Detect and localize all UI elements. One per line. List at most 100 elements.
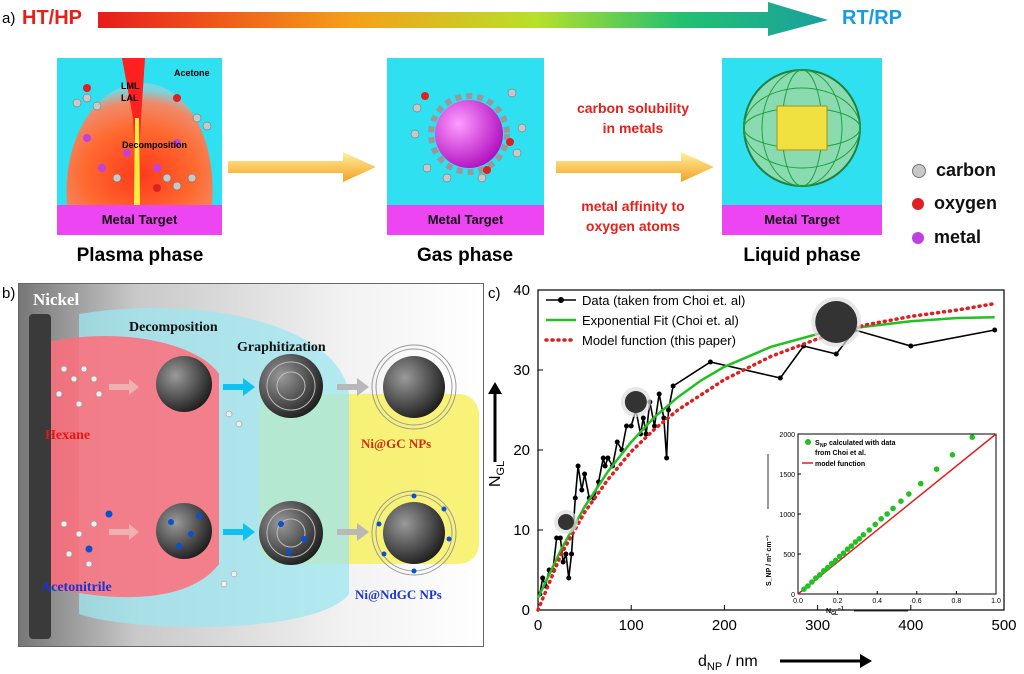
metal-target-liquid: Metal Target bbox=[722, 205, 882, 235]
y-axis-arrow-head bbox=[488, 382, 502, 394]
decomposition-step-label: Decomposition bbox=[129, 320, 218, 335]
inset-point bbox=[949, 452, 956, 458]
gas-phase-box: Metal Target bbox=[387, 58, 544, 235]
series-0-point bbox=[557, 535, 563, 541]
inset-y-tick-label-0: 0 bbox=[791, 592, 795, 599]
ngl-vs-dnp-chart: 0 100 200 300 400 500 0 10 20 30 40 dNP / nm NGL Data… bbox=[487, 282, 1017, 673]
inset-point bbox=[809, 579, 815, 585]
series-0-point bbox=[833, 351, 839, 357]
ni-gc-nps-label: Ni@GC NPs bbox=[361, 436, 432, 451]
temperature-gradient-arrow bbox=[98, 2, 828, 36]
metal-target-plasma: Metal Target bbox=[57, 205, 222, 235]
inset-x-tick-label-5: 1.0 bbox=[991, 598, 1001, 605]
y-tick-label-2: 20 bbox=[513, 442, 530, 459]
series-0-point bbox=[707, 359, 713, 365]
series-0-point bbox=[554, 535, 560, 541]
metal-affinity-note: metal affinity to oxygen atoms bbox=[548, 196, 718, 236]
legend-oxygen: oxygen bbox=[912, 193, 997, 214]
ni-ndgc-nps-label: Ni@NdGC NPs bbox=[355, 587, 442, 602]
legend-label-0: Data (taken from Choi et. al) bbox=[582, 293, 745, 308]
oxygen-dot-icon bbox=[912, 197, 924, 210]
inset-model-line bbox=[797, 433, 997, 595]
series-0-point bbox=[566, 575, 572, 581]
acetone-label: Acetone bbox=[174, 68, 210, 78]
inset-point bbox=[813, 575, 819, 581]
panel-c-letter: c) bbox=[488, 285, 501, 302]
inset-legend-label-0d: from Choi et al. bbox=[815, 450, 866, 457]
y-tick-label-3: 30 bbox=[513, 362, 530, 379]
x-tick-label-1: 100 bbox=[619, 617, 644, 634]
series-0-point bbox=[575, 463, 581, 469]
inset-legend-marker bbox=[805, 439, 811, 445]
series-0-point bbox=[670, 383, 676, 389]
series-0-point bbox=[665, 407, 671, 413]
inset-point bbox=[866, 527, 873, 533]
metal-target-gas: Metal Target bbox=[387, 205, 544, 235]
series-2-line bbox=[536, 301, 997, 612]
x-axis-arrow-head bbox=[860, 654, 872, 668]
legend-carbon: carbon bbox=[912, 160, 996, 181]
series-0-point bbox=[643, 431, 649, 437]
legend-carbon-label: carbon bbox=[936, 160, 997, 180]
carbon-solubility-note: carbon solubility in metals bbox=[548, 98, 718, 138]
particle-core-2 bbox=[815, 301, 858, 343]
legend-marker-0 bbox=[558, 297, 564, 303]
gas-phase-label: Gas phase bbox=[416, 245, 514, 266]
series-0-point bbox=[640, 415, 646, 421]
inset-point bbox=[906, 491, 912, 497]
inset-point bbox=[969, 434, 976, 440]
inset-x-tick-label-1: 0.2 bbox=[833, 598, 843, 605]
series-0-point bbox=[572, 495, 578, 501]
inset-point bbox=[820, 568, 827, 574]
series-0-point bbox=[656, 391, 662, 397]
inset-point bbox=[890, 505, 896, 512]
liquid-phase-box: Metal Target bbox=[722, 58, 882, 235]
series-0-point bbox=[777, 375, 783, 381]
series-0-point bbox=[602, 463, 608, 469]
carbon-dot-icon bbox=[912, 163, 926, 178]
legend-label-2: Model function (this paper) bbox=[582, 333, 736, 348]
y-tick-label-1: 10 bbox=[513, 522, 530, 539]
liquid-phase-label: Liquid phase bbox=[743, 245, 861, 266]
series-0-point bbox=[582, 471, 588, 477]
inset-point bbox=[836, 553, 843, 560]
x-tick-label-5: 500 bbox=[991, 617, 1016, 634]
panel-b-diagram: Nickel Decomposition Graphitization Hexa… bbox=[18, 283, 484, 647]
plasma-phase-label: Plasma phase bbox=[76, 245, 204, 266]
series-0-point bbox=[652, 423, 657, 429]
series-0-point bbox=[908, 343, 914, 349]
rtrp-label: RT/RP bbox=[842, 7, 902, 29]
inset-x-tick-label-0: 0.0 bbox=[793, 598, 803, 605]
inset-x-axis-label: NGL−1 bbox=[826, 606, 844, 617]
inset-point bbox=[917, 480, 924, 487]
metal-affinity-line1: metal affinity to bbox=[581, 198, 685, 214]
metal-dot-icon bbox=[912, 231, 924, 244]
decomposition-label: Decomposition bbox=[122, 140, 188, 150]
carbon-cage-particle bbox=[743, 69, 861, 187]
hthp-label: HT/HP bbox=[22, 7, 82, 29]
metal-affinity-line2: oxygen atoms bbox=[585, 218, 681, 234]
inset-point bbox=[828, 560, 835, 567]
series-0-point bbox=[664, 455, 670, 461]
inset-point bbox=[816, 572, 823, 578]
inset-legend-label-0a: S bbox=[815, 440, 820, 447]
carbon-solubility-line1: carbon solubility bbox=[576, 100, 689, 116]
inset-point bbox=[805, 583, 811, 589]
inset-point bbox=[856, 536, 863, 542]
inset-point bbox=[878, 516, 884, 522]
legend-metal: metal bbox=[912, 227, 981, 248]
graphitization-step-label: Graphitization bbox=[237, 340, 326, 355]
nickel-label: Nickel bbox=[33, 290, 80, 309]
inset-point bbox=[840, 550, 847, 556]
inset-legend-label-0c: calculated with data bbox=[829, 440, 896, 447]
hexane-label: Hexane bbox=[45, 428, 91, 443]
legend-metal-label: metal bbox=[934, 227, 982, 247]
synthesis-scheme bbox=[29, 307, 479, 639]
inset-legend-label-1: model function bbox=[815, 461, 865, 468]
inset-point bbox=[860, 532, 867, 538]
series-0-point bbox=[540, 575, 546, 581]
inset-x-tick-label-2: 0.4 bbox=[872, 598, 882, 605]
inset-point bbox=[852, 539, 859, 545]
inset-legend-label-0b: NP bbox=[820, 443, 828, 449]
legend-label-1: Exponential Fit (Choi et. al) bbox=[582, 313, 739, 328]
